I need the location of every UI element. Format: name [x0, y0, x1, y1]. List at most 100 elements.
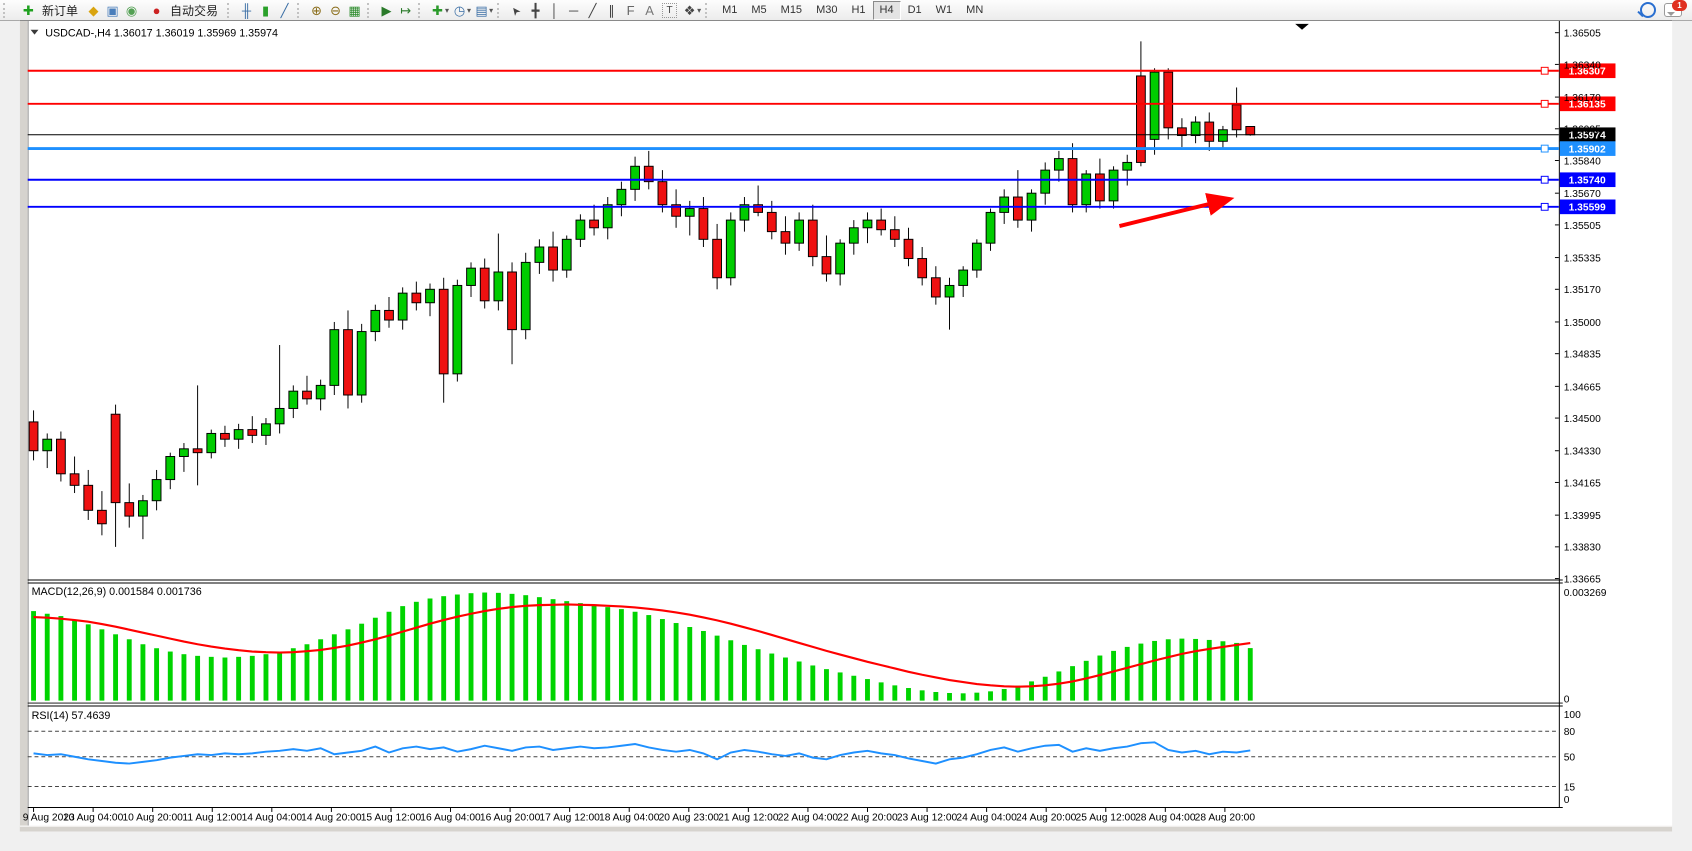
indicators-icon-dropdown[interactable]: ▾ — [445, 5, 450, 15]
price-tick-label: 1.34665 — [1564, 382, 1601, 393]
hline-handle[interactable] — [1540, 202, 1549, 211]
templates-icon-dropdown[interactable]: ▾ — [489, 5, 494, 15]
date-label: 14 Aug 20:00 — [301, 813, 362, 824]
terminal-icon[interactable]: ▣ — [106, 2, 119, 18]
candlestick-chart-icon[interactable]: ▮ — [261, 2, 270, 18]
chart-area[interactable]: USDCAD-,H4 1.36017 1.36019 1.35969 1.359… — [0, 20, 1692, 851]
macd-histogram-bar — [263, 654, 269, 701]
price-label: 1.35599 — [1569, 203, 1606, 214]
bear-candle — [1245, 126, 1256, 136]
macd-pane: 0.003269 0 — [31, 588, 1607, 706]
price-label: 1.35740 — [1569, 176, 1606, 187]
price-label: 1.35974 — [1569, 131, 1606, 142]
arrows-icon[interactable]: ❖ — [683, 2, 696, 18]
chart-shift-icon[interactable]: ↦ — [400, 2, 411, 18]
bull-candle — [958, 269, 969, 286]
toolbar-grip — [705, 2, 711, 18]
bull-candle — [356, 331, 367, 396]
hline-handle[interactable] — [1540, 66, 1549, 75]
bull-candle — [315, 384, 326, 400]
macd-histogram-bar — [1234, 642, 1240, 701]
periods-icon[interactable]: ◷ — [453, 2, 466, 18]
bear-candle — [1012, 196, 1023, 221]
timeframe-h1[interactable]: H1 — [851, 3, 866, 16]
notifications-icon[interactable]: 1 — [1664, 0, 1687, 17]
timeframe-w1[interactable]: W1 — [935, 3, 953, 16]
bull-candle — [739, 204, 750, 221]
macd-histogram-bar — [824, 669, 829, 701]
macd-histogram-bar — [1056, 671, 1062, 701]
macd-histogram-bar — [495, 592, 501, 701]
macd-histogram-bar — [687, 627, 693, 701]
price-tick-label: 1.35505 — [1564, 221, 1601, 232]
macd-histogram-bar — [851, 675, 857, 701]
trendline-icon[interactable]: ╱ — [588, 2, 597, 18]
zoom-out-icon[interactable]: ⊖ — [330, 2, 341, 18]
bull-candle — [425, 288, 435, 304]
horizontal-line-icon[interactable]: ─ — [568, 2, 579, 18]
hline-handle[interactable] — [1540, 175, 1549, 184]
fibonacci-icon[interactable]: F — [626, 2, 635, 18]
hline-handle[interactable] — [1540, 99, 1549, 108]
line-chart-icon[interactable]: ╱ — [280, 2, 289, 18]
macd-histogram-bar — [618, 609, 624, 701]
macd-histogram-bar — [796, 661, 802, 701]
bull-candle — [1081, 173, 1092, 206]
new-order-button-label: 新订单 — [42, 3, 79, 18]
periods-icon-dropdown[interactable]: ▾ — [467, 5, 472, 15]
text-label-icon[interactable]: T — [662, 2, 678, 18]
bull-candle — [288, 390, 299, 409]
macd-histogram-bar — [577, 603, 583, 701]
one-click-trading-toggle[interactable] — [30, 29, 39, 35]
crosshair-icon[interactable]: ╋ — [531, 2, 540, 18]
bull-candle — [1108, 169, 1119, 202]
timeframe-h4[interactable]: H4 — [872, 0, 901, 20]
bear-candle — [1231, 104, 1242, 131]
templates-icon[interactable]: ▤ — [475, 2, 488, 18]
bear-candle — [807, 219, 818, 258]
macd-histogram-bar — [31, 611, 36, 701]
macd-histogram-bar — [72, 619, 78, 701]
metaeditor-icon[interactable]: ◆ — [88, 2, 99, 18]
auto-scroll-icon[interactable]: ▶ — [381, 2, 392, 18]
bear-candle — [671, 204, 681, 217]
signals-icon[interactable]: ◉ — [125, 2, 138, 18]
arrows-icon-dropdown[interactable]: ▾ — [697, 5, 702, 15]
indicators-icon[interactable]: ✚ — [432, 2, 443, 18]
new-order-button[interactable]: ✚ 新订单 — [13, 1, 84, 20]
hline-handle[interactable] — [1540, 144, 1549, 153]
bear-candle — [110, 413, 121, 504]
auto-trading-button[interactable]: ● 自动交易 — [141, 1, 224, 20]
price-tick-label: 1.36170 — [1564, 93, 1601, 104]
bull-candle — [794, 219, 805, 244]
timeframe-m30[interactable]: M30 — [816, 3, 838, 16]
text-icon[interactable]: A — [645, 2, 654, 18]
search-icon[interactable] — [1640, 2, 1656, 18]
timeframe-d1[interactable]: D1 — [907, 3, 922, 16]
bear-candle — [766, 211, 777, 233]
timeframe-m15[interactable]: M15 — [780, 3, 803, 16]
macd-histogram-bar — [1152, 640, 1158, 701]
timeframe-mn[interactable]: MN — [966, 3, 984, 16]
macd-histogram-bar — [126, 639, 132, 701]
date-label: 25 Aug 12:00 — [1076, 813, 1137, 824]
toolbar-grip — [497, 2, 503, 18]
macd-histogram-bar — [1097, 655, 1103, 701]
bar-chart-icon[interactable]: ╫ — [241, 2, 252, 18]
toolbar-left: ✚ 新订单 ◆ ▣ ◉ ● 自动交易 ╫ ▮ ╱ ⊕ ⊖ ▦ ▶ ↦ ✚ ▾ ◷ ▾ ▤ ▾ ➤ ╋ │ ─ ╱ ∥ F A T ❖ ▾ M1 M… — [0, 0, 990, 20]
price-tick-label: 1.34165 — [1564, 478, 1601, 489]
equidistant-channel-icon[interactable]: ∥ — [608, 2, 615, 18]
macd-histogram-bar — [236, 656, 242, 701]
macd-histogram-bar — [113, 634, 119, 701]
vertical-line-icon[interactable]: │ — [550, 2, 559, 18]
arrow-annotation[interactable] — [1118, 192, 1235, 228]
tile-windows-icon[interactable]: ▦ — [348, 2, 361, 18]
price-tick-label: 1.34330 — [1564, 447, 1601, 458]
price-tick-label: 1.35670 — [1564, 189, 1601, 200]
macd-histogram-bar — [454, 594, 460, 701]
timeframe-m1[interactable]: M1 — [722, 3, 738, 16]
bull-candle — [862, 219, 873, 229]
zoom-in-icon[interactable]: ⊕ — [311, 2, 322, 18]
timeframe-m5[interactable]: M5 — [751, 3, 767, 16]
